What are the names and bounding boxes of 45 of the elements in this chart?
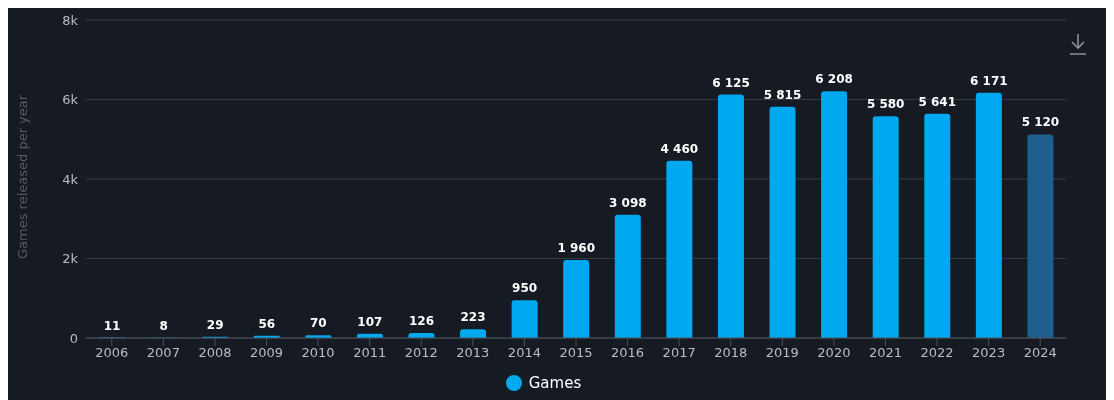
x-tick-label: 2007 (146, 345, 180, 361)
y-tick-label: 8k (62, 12, 79, 28)
data-label: 223 (460, 310, 486, 325)
data-label: 3 098 (609, 195, 647, 210)
data-label: 5 641 (918, 94, 957, 109)
y-tick-label: 0 (69, 330, 78, 346)
x-tick-label: 2015 (559, 345, 593, 361)
x-tick-label: 2017 (662, 345, 696, 361)
x-tick-label: 2010 (301, 345, 335, 361)
x-tick-label: 2020 (817, 345, 851, 361)
x-tick-label: 2006 (95, 345, 129, 361)
y-tick-label: 4k (62, 171, 79, 187)
data-label: 950 (512, 281, 538, 296)
data-label: 29 (206, 317, 224, 332)
x-tick-label: 2019 (765, 345, 799, 361)
x-tick-label: 2009 (249, 345, 284, 361)
x-tick-label: 2013 (456, 345, 490, 361)
data-label: 1 960 (557, 241, 595, 256)
data-label: 5 815 (763, 87, 802, 102)
x-tick-label: 2018 (714, 345, 748, 361)
x-tick-label: 2024 (1023, 345, 1057, 361)
data-label: 6 171 (970, 73, 1008, 88)
data-label: 5 580 (866, 97, 905, 112)
y-tick-label: 6k (62, 92, 79, 108)
data-label: 70 (309, 316, 327, 331)
data-label: 56 (258, 316, 276, 331)
data-label: 6 125 (712, 75, 750, 90)
x-tick-label: 2014 (507, 345, 541, 361)
x-tick-label: 2012 (404, 345, 438, 361)
data-label: 6 208 (815, 72, 853, 87)
data-label: 107 (357, 314, 383, 329)
x-tick-label: 2008 (198, 345, 232, 361)
x-tick-label: 2011 (353, 345, 387, 361)
data-label: 4 460 (660, 141, 699, 156)
x-tick-label: 2023 (972, 345, 1006, 361)
x-tick-label: 2016 (611, 345, 645, 361)
y-tick-label: 2k (62, 251, 79, 267)
data-label: 11 (103, 318, 121, 333)
data-label: 5 120 (1021, 115, 1060, 130)
x-tick-label: 2022 (920, 345, 954, 361)
x-tick-label: 2021 (868, 345, 903, 361)
y-axis-title: Games released per year (14, 94, 30, 259)
legend-label: Games (527, 374, 582, 392)
data-label: 8 (159, 318, 168, 333)
data-label: 126 (408, 313, 434, 328)
